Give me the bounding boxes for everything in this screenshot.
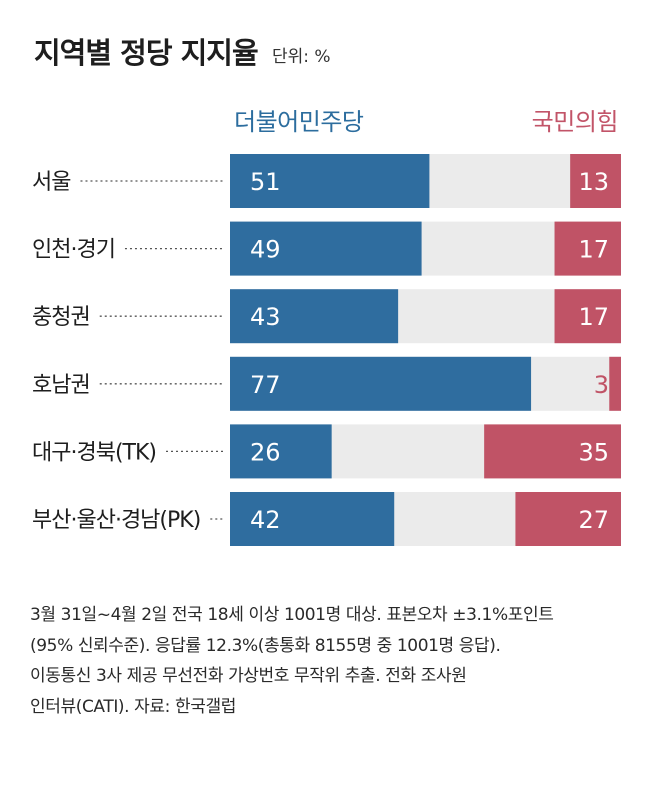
- value-label-democratic: 49: [250, 236, 281, 264]
- category-label: 부산·울산·경남(PK): [32, 508, 200, 533]
- value-label-people-power: 17: [578, 236, 609, 264]
- bar-people-power: [609, 356, 621, 411]
- bar-democratic: [230, 154, 430, 208]
- category-label: 충청권: [32, 305, 90, 330]
- bar-chart: 서울 51 13 인천·경기 49 17 충청권 43 17 호남권 77 3 대구·경북(TK) 26 3…: [32, 154, 621, 546]
- bar-democratic: [230, 356, 532, 411]
- bar-people-power: [515, 492, 621, 546]
- category-label: 서울: [32, 170, 71, 195]
- bar-democratic: [230, 492, 395, 546]
- category-label: 대구·경북(TK): [32, 440, 156, 465]
- bar-people-power: [554, 289, 621, 344]
- note-line-2: (95% 신뢰수준). 응답률 12.3%(총통화 8155명 중 1001명 …: [30, 635, 501, 656]
- category-label: 인천·경기: [32, 238, 115, 263]
- value-label-democratic: 51: [250, 168, 281, 196]
- legend-people-power-party: 국민의힘: [531, 108, 619, 136]
- value-label-people-power: 13: [578, 168, 609, 196]
- value-label-democratic: 42: [250, 506, 281, 534]
- unit-label: 단위: %: [272, 47, 331, 67]
- legend-democratic-party: 더불어민주당: [234, 108, 364, 136]
- bar-democratic: [230, 424, 332, 479]
- bar-people-power: [484, 424, 621, 479]
- category-label: 호남권: [32, 373, 90, 398]
- value-label-people-power: 3: [594, 371, 609, 399]
- bar-people-power: [570, 154, 621, 208]
- value-label-people-power: 17: [578, 303, 609, 331]
- value-label-people-power: 27: [578, 506, 609, 534]
- bar-democratic: [230, 221, 422, 276]
- value-label-people-power: 35: [578, 438, 609, 466]
- survey-note: 3월 31일~4월 2일 전국 18세 이상 1001명 대상. 표본오차 ±3…: [30, 600, 640, 722]
- value-label-democratic: 26: [250, 438, 281, 466]
- note-line-3: 이동통신 3사 제공 무선전화 가상번호 무작위 추출. 전화 조사원: [30, 666, 467, 686]
- note-line-1: 3월 31일~4월 2일 전국 18세 이상 1001명 대상. 표본오차 ±3…: [30, 605, 554, 625]
- note-line-4: 인터뷰(CATI). 자료: 한국갤럽: [30, 696, 236, 717]
- chart-title: 지역별 정당 지지율: [34, 36, 259, 70]
- value-label-democratic: 43: [250, 303, 281, 331]
- bar-people-power: [554, 221, 621, 276]
- value-label-democratic: 77: [250, 371, 281, 399]
- bar-democratic: [230, 289, 399, 344]
